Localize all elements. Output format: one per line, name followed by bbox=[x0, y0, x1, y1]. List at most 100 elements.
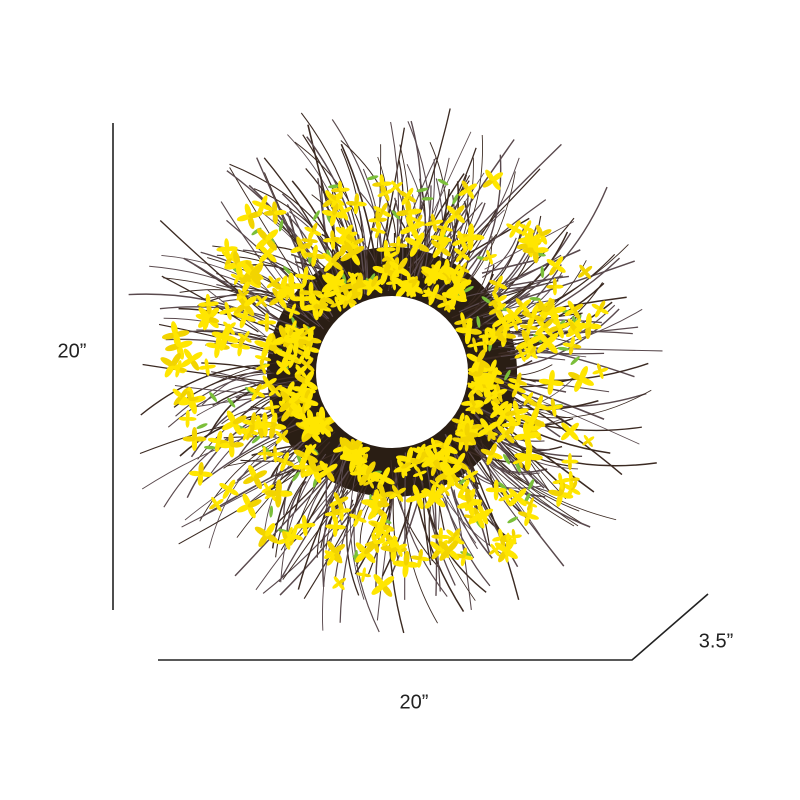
petal bbox=[485, 334, 495, 338]
petal bbox=[415, 451, 422, 462]
petal bbox=[516, 372, 522, 384]
flower bbox=[421, 446, 446, 471]
flower bbox=[324, 541, 346, 563]
petal bbox=[232, 415, 247, 425]
petal bbox=[510, 421, 521, 427]
petal bbox=[498, 388, 508, 394]
flower bbox=[548, 316, 570, 339]
twig bbox=[496, 257, 621, 334]
petal bbox=[211, 331, 227, 340]
petal bbox=[432, 486, 444, 500]
petal bbox=[333, 550, 343, 563]
petal bbox=[344, 224, 353, 236]
petal bbox=[252, 200, 264, 207]
petal bbox=[219, 482, 231, 491]
petal bbox=[265, 333, 273, 348]
petal bbox=[389, 186, 398, 192]
flower bbox=[268, 383, 282, 398]
petal bbox=[202, 317, 210, 331]
petal bbox=[241, 294, 248, 302]
flower bbox=[455, 422, 479, 447]
petal bbox=[333, 544, 346, 553]
flower bbox=[404, 232, 430, 257]
petal bbox=[432, 284, 440, 297]
petal bbox=[288, 392, 302, 404]
petal bbox=[574, 324, 586, 333]
twig bbox=[283, 467, 303, 516]
petal bbox=[447, 212, 458, 224]
petal bbox=[457, 286, 466, 292]
twig bbox=[410, 192, 467, 276]
petal bbox=[460, 555, 466, 567]
petal bbox=[160, 357, 175, 367]
petal bbox=[501, 313, 513, 322]
petal bbox=[335, 226, 347, 236]
flower bbox=[476, 418, 499, 441]
petal bbox=[587, 436, 595, 442]
petal bbox=[276, 366, 285, 375]
twig bbox=[226, 170, 330, 282]
petal bbox=[411, 217, 419, 223]
petal bbox=[406, 187, 414, 198]
petal bbox=[307, 391, 313, 403]
petal bbox=[513, 307, 522, 317]
petal bbox=[316, 417, 327, 426]
petal bbox=[486, 452, 494, 466]
petal bbox=[310, 443, 317, 452]
petal bbox=[523, 500, 532, 505]
petal bbox=[308, 230, 315, 240]
petal bbox=[464, 422, 470, 436]
flower bbox=[316, 460, 338, 482]
flower bbox=[219, 432, 244, 458]
petal bbox=[361, 573, 365, 583]
petal bbox=[486, 421, 499, 431]
petal bbox=[430, 541, 442, 552]
flower bbox=[294, 364, 307, 377]
petal bbox=[490, 443, 497, 456]
petal bbox=[453, 534, 462, 543]
twig bbox=[483, 254, 562, 296]
petal bbox=[492, 318, 504, 328]
petal bbox=[403, 550, 410, 566]
petal bbox=[330, 198, 338, 208]
petal bbox=[240, 272, 254, 284]
flower bbox=[451, 283, 466, 298]
petal bbox=[340, 252, 354, 262]
petal bbox=[321, 209, 336, 217]
petal bbox=[574, 329, 582, 341]
flower bbox=[437, 220, 453, 237]
petal bbox=[268, 389, 277, 397]
petal bbox=[215, 498, 224, 506]
petal bbox=[372, 526, 379, 534]
petal bbox=[454, 283, 460, 292]
flower bbox=[294, 515, 316, 537]
petal bbox=[274, 430, 284, 438]
petal bbox=[417, 214, 423, 223]
flower bbox=[411, 443, 430, 462]
petal bbox=[504, 432, 515, 444]
petal bbox=[396, 236, 401, 247]
petal bbox=[488, 307, 499, 315]
flower bbox=[294, 266, 316, 288]
petal bbox=[282, 366, 291, 375]
twig bbox=[240, 459, 295, 462]
twig bbox=[322, 455, 349, 587]
petal bbox=[527, 335, 542, 345]
flower bbox=[198, 293, 219, 315]
petal bbox=[534, 247, 549, 253]
petal bbox=[454, 205, 465, 216]
flower bbox=[456, 262, 470, 276]
petal bbox=[395, 285, 407, 299]
petal bbox=[458, 188, 470, 196]
petal bbox=[470, 359, 480, 373]
petal bbox=[406, 447, 414, 462]
flower bbox=[321, 274, 341, 293]
twig bbox=[331, 119, 383, 257]
petal bbox=[188, 396, 199, 402]
flower bbox=[538, 369, 564, 395]
flower bbox=[568, 365, 594, 392]
petal bbox=[476, 349, 486, 363]
petal bbox=[215, 440, 221, 453]
petal bbox=[326, 555, 335, 566]
petal bbox=[249, 272, 262, 286]
